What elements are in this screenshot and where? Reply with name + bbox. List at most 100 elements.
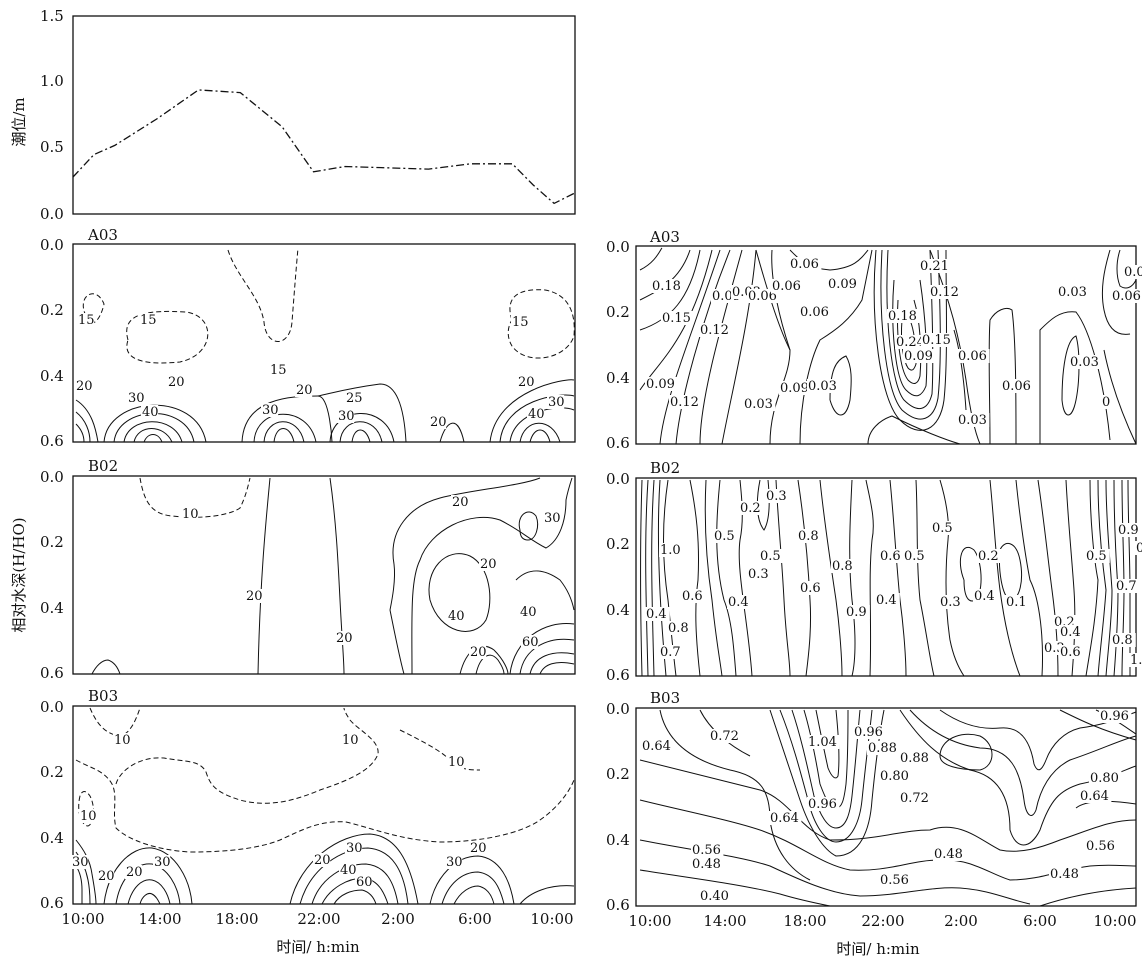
a03-left-title: A03 <box>87 226 118 244</box>
b03-right-contour-label: 0.96 <box>808 797 837 812</box>
a03-right-contour-label: 0.24 <box>896 335 925 350</box>
contour-label-bg <box>1089 771 1122 785</box>
contour-label-bg <box>527 407 545 421</box>
right-xtick-4: 2:00 <box>944 912 978 930</box>
b03-right-contour-label: 0.64 <box>770 811 799 826</box>
contour-label-bg <box>139 313 157 327</box>
contour-label-bg <box>903 549 928 563</box>
a03-left-contour-label: 40 <box>528 407 545 422</box>
b02-left-ytick-3: 0.6 <box>40 664 64 682</box>
contour-label-bg <box>77 313 95 327</box>
contour-label-bg <box>97 869 115 883</box>
b02-right-contour-label: 0.6 <box>880 549 901 564</box>
tide-series-line <box>72 89 576 205</box>
b02-right-contour-label: 0.4 <box>974 589 995 604</box>
b03-right-ytick-1: 0.2 <box>606 765 630 783</box>
a03-left-contour-label: 20 <box>296 383 313 398</box>
b03-left-contour-label: 20 <box>98 869 115 884</box>
contour-label-bg <box>1115 579 1140 593</box>
b03-left-ytick-1: 0.2 <box>40 763 64 781</box>
contour-label-bg <box>1117 523 1142 537</box>
a03-left-contour-label: 15 <box>140 313 157 328</box>
b03-right-ytick-0: 0.0 <box>606 700 630 718</box>
right-xtick-2: 18:00 <box>783 912 826 930</box>
b03-right-title: B03 <box>650 689 680 707</box>
contour-label-bg <box>743 397 776 411</box>
b03-left-contour-label: 30 <box>72 855 89 870</box>
b03-left-contour-label: 40 <box>340 863 357 878</box>
b02-right-contour-label: 0.6 <box>800 581 821 596</box>
b03-left-contour-label: 20 <box>126 865 143 880</box>
contour-label-bg <box>807 797 840 811</box>
contour-label-bg <box>1085 839 1118 853</box>
a03-right-contour-label: 0.06 <box>800 305 829 320</box>
b03-right-contour-label: 0.80 <box>880 769 909 784</box>
b02-left-title: B02 <box>88 457 118 475</box>
contour-label-bg <box>1135 541 1142 555</box>
a03-right-contour-label: 0.09 <box>828 277 857 292</box>
contour-label-bg <box>79 809 97 823</box>
contour-label-bg <box>153 855 171 869</box>
a03-right-contour-label: 0.09 <box>904 349 933 364</box>
a03-left-contour-label: 25 <box>346 391 363 406</box>
contour-label-bg <box>1049 867 1082 881</box>
contour-label-bg <box>71 855 89 869</box>
contour-label-bg <box>181 507 199 521</box>
contour-label-bg <box>295 383 313 397</box>
b02-right-contour-label: 0.9 <box>1118 523 1139 538</box>
b02-left-ytick-2: 0.4 <box>40 599 64 617</box>
b02-right-contour-label: 0.8 <box>832 559 853 574</box>
b02-left-contour-label: 40 <box>448 609 465 624</box>
contour-label-bg <box>1085 549 1110 563</box>
contour-label-bg <box>807 735 840 749</box>
b03-left-contour-label: 10 <box>448 755 465 770</box>
contour-label-bg <box>511 315 529 329</box>
b03-right-frame <box>635 707 1137 907</box>
tide-ytick-0-0: 0.0 <box>40 205 64 223</box>
b03-right-contour-label: 0.56 <box>1086 839 1115 854</box>
b02-left-contour-label: 20 <box>452 495 469 510</box>
b02-right-contour-label: 0.4 <box>1060 625 1081 640</box>
b03-right-contour-label: 0.88 <box>868 741 897 756</box>
b02-right-contour-label: 0.4 <box>646 607 667 622</box>
b02-right-contour-label: 0.5 <box>904 549 925 564</box>
b03-right-contour-label: 0.48 <box>1050 867 1079 882</box>
b03-left-ytick-0: 0.0 <box>40 698 64 716</box>
contour-label-bg <box>447 755 465 769</box>
b02-right-ytick-1: 0.2 <box>606 535 630 553</box>
contour-label-bg <box>933 847 966 861</box>
contour-label-bg <box>341 733 359 747</box>
tide-ytick-1-5: 1.5 <box>40 7 64 25</box>
b03-right-contour-label: 0.48 <box>934 847 963 862</box>
contour-label-bg <box>1069 355 1102 369</box>
contour-label-bg <box>727 595 752 609</box>
contour-label-bg <box>1111 633 1136 647</box>
b03-left-contour-label: 20 <box>314 853 331 868</box>
b02-right-contour-label: 0.6 <box>682 589 703 604</box>
contour-label-bg <box>659 543 684 557</box>
contour-label-bg <box>517 375 535 389</box>
a03-left-contour-label: 20 <box>76 379 93 394</box>
a03-right-contour-label: 0.03 <box>1058 285 1087 300</box>
contour-label-bg <box>799 581 824 595</box>
contour-label-bg <box>977 549 1002 563</box>
b02-right-contour-label: 0.7 <box>660 645 681 660</box>
a03-right-contour-label: 0.06 <box>1112 289 1141 304</box>
contour-label-bg <box>337 409 355 423</box>
contour-label-bg <box>127 391 145 405</box>
b02-right-contour-label: 0.8 <box>668 621 689 636</box>
contour-label-bg <box>779 381 812 395</box>
contour-label-bg <box>667 621 692 635</box>
b03-left-contour-label: 10 <box>342 733 359 748</box>
b02-right-contour-label: 0.3 <box>748 567 769 582</box>
a03-right-contour-label: 0 <box>1102 395 1110 410</box>
a03-right-contour-label: 0.06 <box>748 289 777 304</box>
contour-label-bg <box>661 311 694 325</box>
b03-right-contour-label: 0.72 <box>710 729 739 744</box>
b02-right-contour-label: 0.3 <box>766 489 787 504</box>
b03-left-title: B03 <box>88 687 118 705</box>
a03-left-contour-label: 15 <box>78 313 95 328</box>
contour-label-bg <box>759 549 784 563</box>
b03-right-contour-label: 0.96 <box>854 725 883 740</box>
b02-right-contour-label: 0.5 <box>760 549 781 564</box>
